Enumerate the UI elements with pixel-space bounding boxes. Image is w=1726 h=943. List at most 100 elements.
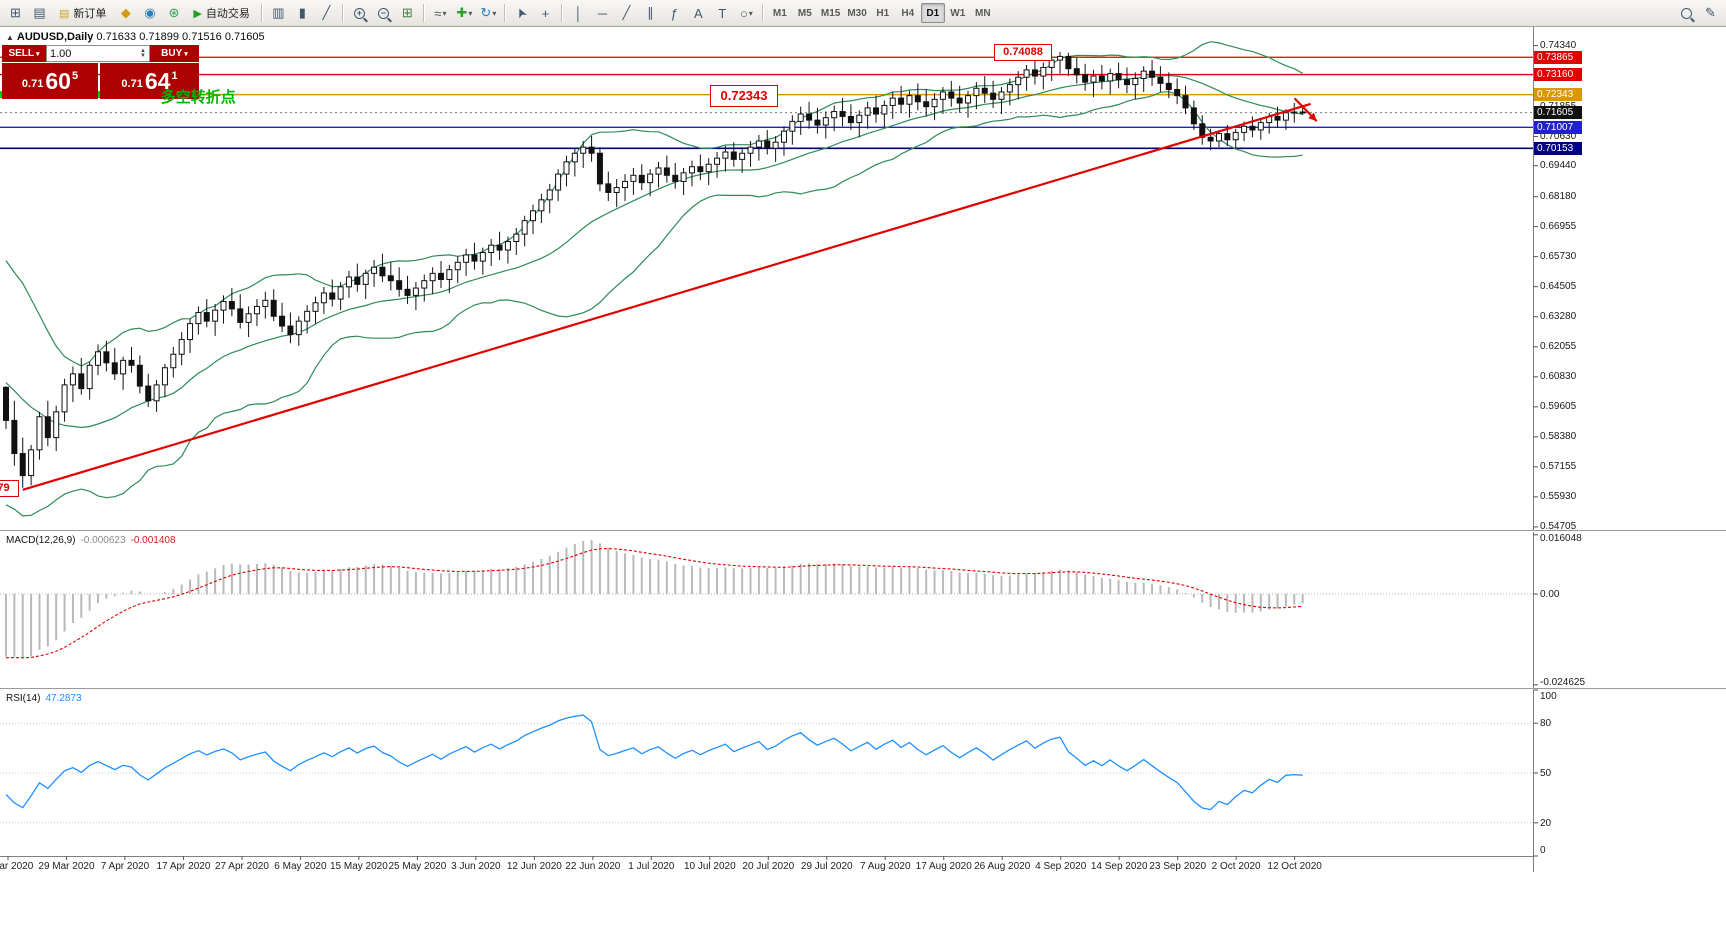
- price-annotation-low[interactable]: 0.70079: [0, 479, 19, 497]
- trendline-icon: ╱: [622, 5, 631, 20]
- indicators-icon[interactable]: ≈ ▾: [429, 2, 452, 24]
- candle: [806, 113, 813, 121]
- vertical-line-icon[interactable]: │: [567, 2, 590, 24]
- candle: [136, 364, 143, 387]
- macd-name: MACD(12,26,9): [6, 535, 76, 546]
- candle: [178, 339, 185, 355]
- toolbar: ⊞ ▤ ▤ 新订单 ◆ ◉ ⊛ ▶ 自动交易 ▥ ▮ ╱ + − ⊞ ≈ ▾ ✚ ▾ ↻ ▾ ➤ + │ ─ ╱ ∥ ƒ A T ○ ▾ M1 M…: [0, 0, 1726, 27]
- toolbar-separator: [503, 4, 506, 22]
- zoom-in-icon[interactable]: +: [348, 2, 371, 24]
- candle: [1048, 59, 1055, 68]
- macd-value-main: -0.000623: [80, 535, 126, 546]
- buy-button[interactable]: BUY ▾: [150, 45, 199, 62]
- one-click-trading-panel: SELL ▾ 1.00 ▲ ▼ BUY ▾ 0.71 60 5 0.71 64 1: [2, 45, 199, 99]
- candle: [1174, 89, 1181, 97]
- candle: [638, 174, 645, 184]
- new-order-button[interactable]: ▤ 新订单: [52, 2, 113, 24]
- candle: [965, 95, 972, 104]
- candle: [596, 152, 603, 185]
- rsi-value: 47.2873: [45, 693, 82, 704]
- candle: [488, 244, 495, 254]
- price-annotation-peak[interactable]: 0.74088: [994, 43, 1053, 61]
- new-chart-icon[interactable]: ⊞: [4, 2, 27, 24]
- timeframe-h4[interactable]: H4: [901, 7, 915, 19]
- candle: [797, 113, 804, 122]
- zoom-out-icon[interactable]: −: [372, 2, 395, 24]
- timeframe-mn[interactable]: MN: [975, 7, 991, 19]
- bollinger-bands-layer: [5, 41, 1303, 517]
- candle: [1123, 79, 1130, 86]
- sell-price-big: 60: [45, 67, 71, 94]
- profiles-icon[interactable]: ▤: [28, 2, 51, 24]
- candlestick-series[interactable]: [3, 51, 1306, 488]
- candle: [438, 272, 444, 280]
- candle: [371, 266, 378, 274]
- new-order-button-label: 新订单: [73, 8, 107, 20]
- candle: [981, 87, 988, 94]
- trendline-icon[interactable]: ╱: [615, 2, 638, 24]
- candle: [747, 146, 754, 154]
- candle: [697, 166, 704, 173]
- shapes-icon[interactable]: ○ ▾: [735, 2, 758, 24]
- timeframe-m1[interactable]: M1: [772, 7, 787, 19]
- text-icon[interactable]: A: [687, 2, 710, 24]
- buy-price-button[interactable]: 0.71 64 1: [100, 63, 199, 99]
- price-annotation-level[interactable]: 0.72343: [710, 84, 778, 107]
- tile-windows-icon[interactable]: ⊞: [396, 2, 419, 24]
- label-icon[interactable]: T: [711, 2, 734, 24]
- candle: [69, 373, 76, 386]
- add-indicator-icon: ✚: [456, 5, 468, 20]
- timeframe-m5[interactable]: M5: [797, 7, 812, 19]
- find-symbol-icon[interactable]: [1675, 2, 1698, 24]
- sell-price-pip: 5: [71, 70, 79, 82]
- buy-price-base: 0.71: [121, 78, 143, 90]
- drawing-objects-layer[interactable]: [0, 91, 1318, 491]
- cursor-icon[interactable]: ➤: [510, 2, 533, 24]
- candle: [839, 111, 846, 117]
- chevron-down-icon: ▾: [36, 50, 40, 58]
- fibonacci-icon[interactable]: ƒ: [663, 2, 686, 24]
- vertical-line-icon: │: [574, 5, 583, 21]
- sell-label: SELL: [8, 48, 35, 59]
- channel-icon[interactable]: ∥: [639, 2, 662, 24]
- candle: [1149, 70, 1156, 78]
- timeframe-h1[interactable]: H1: [876, 7, 890, 19]
- chevron-down-icon: ▾: [468, 8, 473, 18]
- candle: [873, 107, 879, 115]
- timeframe-d1[interactable]: D1: [920, 3, 945, 23]
- chart-ohlc-values: 0.71633 0.71899 0.71516 0.71605: [96, 31, 265, 43]
- autotrade-button[interactable]: ▶ 自动交易: [186, 2, 256, 24]
- line-chart-icon[interactable]: ╱: [315, 2, 338, 24]
- horizontal-line-icon[interactable]: ─: [591, 2, 614, 24]
- add-indicator-icon[interactable]: ✚ ▾: [453, 2, 476, 24]
- market-icon[interactable]: ◆: [114, 2, 137, 24]
- sell-button[interactable]: SELL ▾: [2, 45, 46, 62]
- turning-point-text[interactable]: 多空转折点: [160, 88, 236, 106]
- volume-input[interactable]: 1.00 ▲ ▼: [46, 45, 150, 62]
- candle: [521, 220, 528, 235]
- timeframe-m15[interactable]: M15: [820, 7, 841, 19]
- timeframe-w1[interactable]: W1: [950, 7, 966, 19]
- signals-icon[interactable]: ◉: [138, 2, 161, 24]
- candle: [19, 453, 26, 477]
- candlestick-chart-icon[interactable]: ▮: [291, 2, 314, 24]
- candle: [53, 411, 60, 439]
- candle: [1040, 66, 1047, 77]
- sell-price-button[interactable]: 0.71 60 5: [2, 63, 98, 99]
- candle: [1249, 125, 1256, 131]
- candle: [3, 386, 9, 421]
- quick-edit-icon[interactable]: ✎: [1699, 2, 1722, 24]
- timeframe-m30[interactable]: M30: [847, 7, 867, 19]
- candle: [655, 167, 662, 175]
- step-up-icon[interactable]: ▲: [140, 47, 146, 54]
- volume-stepper[interactable]: ▲ ▼: [140, 47, 146, 59]
- indicators-icon: ≈: [434, 5, 442, 21]
- candle: [404, 288, 411, 296]
- periods-icon[interactable]: ↻ ▾: [477, 2, 500, 24]
- step-down-icon[interactable]: ▼: [140, 52, 146, 59]
- community-icon[interactable]: ⊛: [162, 2, 185, 24]
- crosshair-icon[interactable]: +: [534, 2, 557, 24]
- candle: [279, 315, 286, 327]
- bar-chart-icon[interactable]: ▥: [267, 2, 290, 24]
